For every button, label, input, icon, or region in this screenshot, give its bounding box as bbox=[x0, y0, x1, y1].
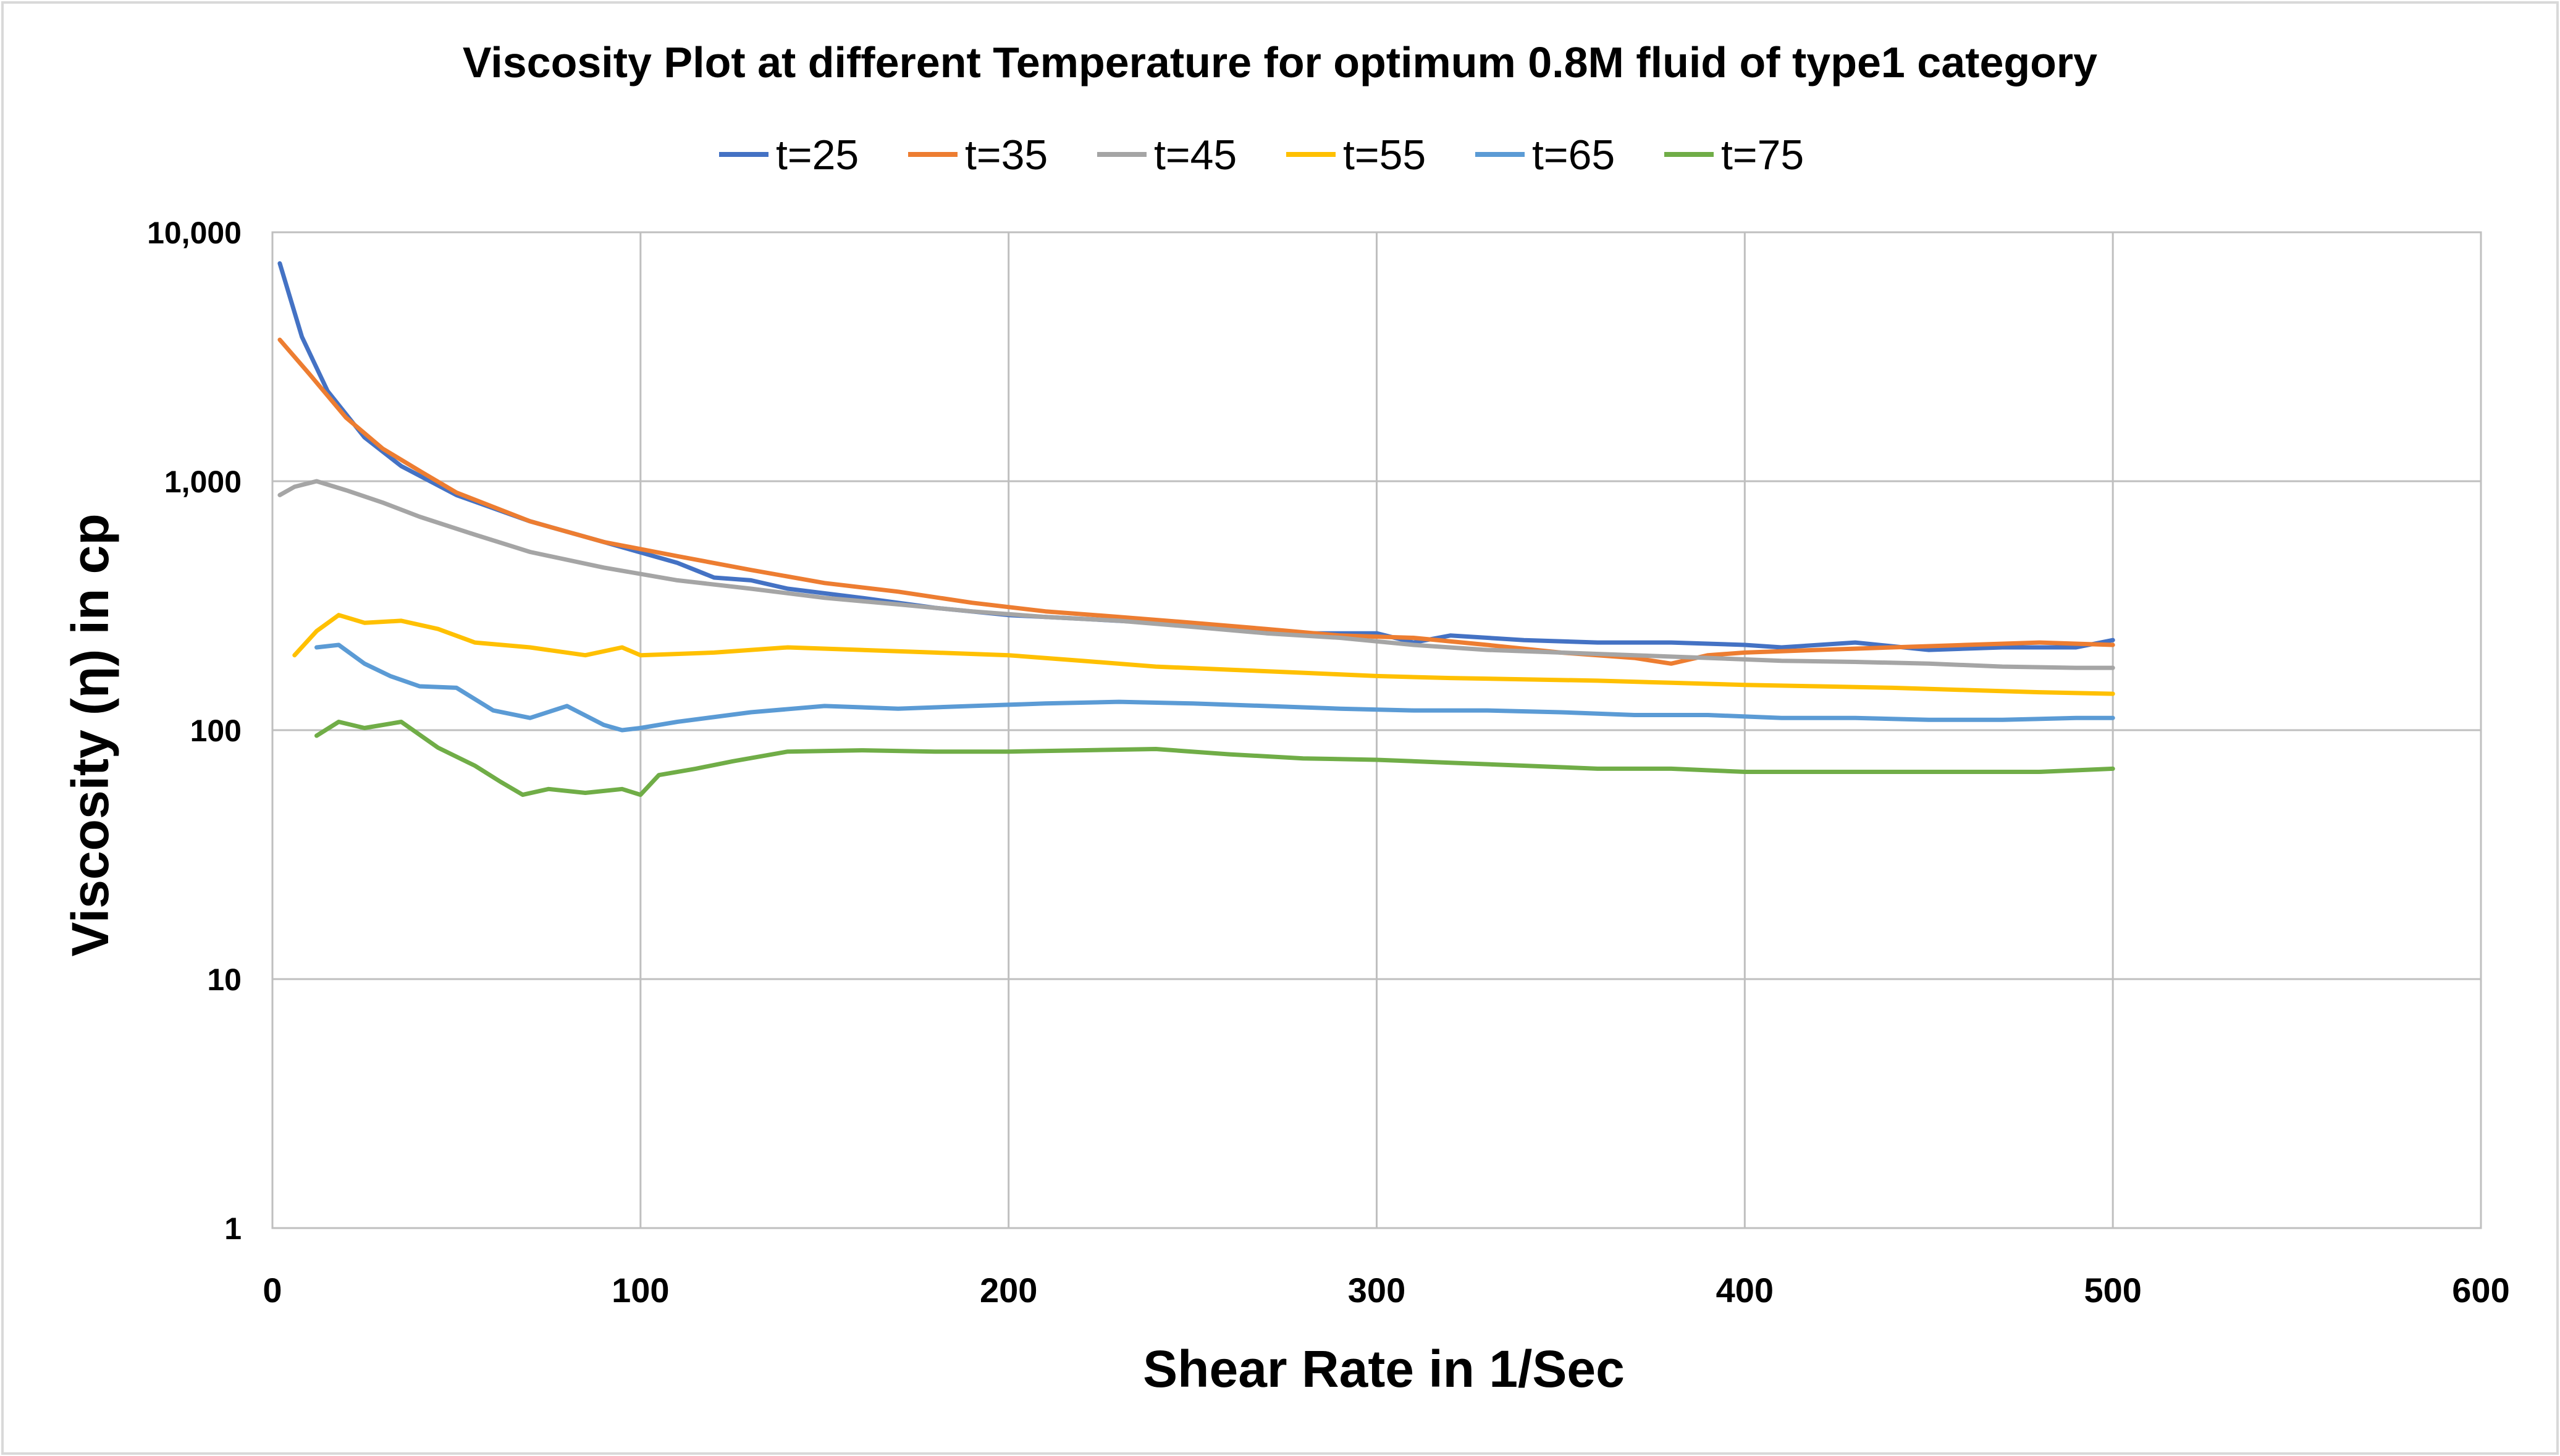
y-tick-label: 100 bbox=[190, 713, 242, 748]
legend-label-t-75: t=75 bbox=[1721, 132, 1804, 179]
x-tick-label: 600 bbox=[2452, 1271, 2509, 1310]
x-tick-label: 100 bbox=[612, 1271, 669, 1310]
x-axis-ticks: 0 100 200 300 400 500 600 bbox=[263, 1271, 2509, 1310]
series-line-t-35 bbox=[277, 337, 2115, 666]
series-line-t-55 bbox=[292, 613, 2115, 696]
x-tick-label: 300 bbox=[1348, 1271, 1405, 1310]
y-axis-ticks: 1 10 100 1,000 10,000 bbox=[147, 216, 242, 1246]
legend-label-t-35: t=35 bbox=[965, 132, 1048, 179]
chart-title: Viscosity Plot at different Temperature … bbox=[463, 38, 2097, 86]
x-tick-label: 400 bbox=[1716, 1271, 1774, 1310]
legend: t=25 t=35 t=45 t=55 t=65 t=75 bbox=[719, 132, 1804, 179]
legend-label-t-55: t=55 bbox=[1343, 132, 1426, 179]
y-tick-label: 1 bbox=[224, 1211, 242, 1246]
series-layer bbox=[277, 261, 2115, 797]
x-tick-label: 500 bbox=[2084, 1271, 2141, 1310]
y-tick-label: 1,000 bbox=[164, 465, 242, 499]
plot-grid bbox=[271, 231, 2482, 1229]
series-line-t-65 bbox=[314, 642, 2115, 733]
x-tick-label: 200 bbox=[980, 1271, 1037, 1310]
series-line-t-75 bbox=[314, 720, 2115, 797]
x-axis-title: Shear Rate in 1/Sec bbox=[1143, 1340, 1625, 1398]
legend-label-t-65: t=65 bbox=[1532, 132, 1615, 179]
y-tick-label: 10 bbox=[207, 962, 242, 997]
y-axis-title: Viscosity (η) in cp bbox=[61, 513, 119, 956]
legend-label-t-45: t=45 bbox=[1154, 132, 1237, 179]
x-tick-label: 0 bbox=[263, 1271, 282, 1310]
series-line-t-45 bbox=[277, 479, 2115, 670]
legend-label-t-25: t=25 bbox=[776, 132, 859, 179]
y-tick-label: 10,000 bbox=[147, 216, 242, 250]
